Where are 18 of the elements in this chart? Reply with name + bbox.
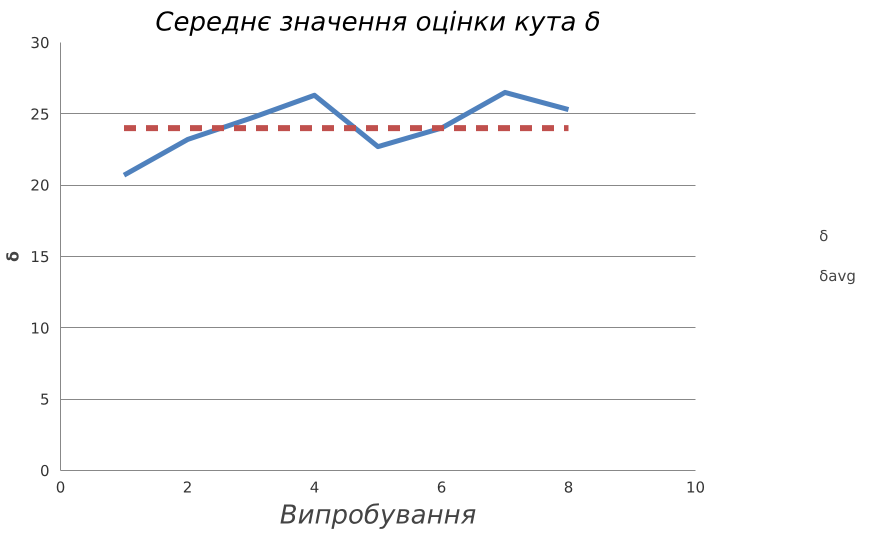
- y-tick-label: 0: [40, 462, 50, 480]
- x-axis-title: Випробування: [280, 500, 476, 530]
- y-axis-title: δ: [3, 250, 22, 262]
- y-tick-label: 20: [30, 176, 50, 195]
- x-tick-label: 2: [182, 478, 192, 496]
- y-tick-label: 10: [30, 319, 50, 338]
- y-tick-label: 25: [30, 105, 50, 124]
- chart-title: Середнє значення оцінки кута δ: [155, 8, 601, 38]
- x-tick-label: 8: [564, 478, 574, 496]
- y-tick-label: 5: [40, 390, 50, 409]
- text: δavg: [819, 267, 856, 285]
- y-tick-label: 30: [30, 34, 50, 52]
- x-tick-label: 6: [436, 478, 446, 496]
- x-tick-label: 10: [686, 478, 706, 496]
- x-tick-label: 4: [310, 478, 320, 496]
- text: δ: [819, 227, 830, 245]
- y-tick-label: 15: [30, 248, 50, 266]
- x-tick-label: 0: [56, 478, 66, 496]
